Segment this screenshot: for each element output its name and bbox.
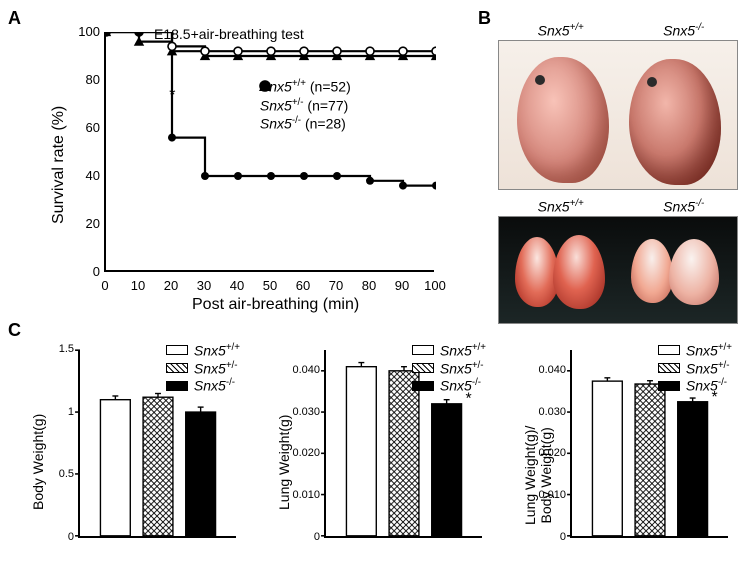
panel-b-lung-photo <box>498 216 738 324</box>
barchart-ytick: 0.5 <box>32 468 74 480</box>
barchart-ytick: 0 <box>32 531 74 543</box>
panel-a-ytick: 40 <box>74 168 100 183</box>
panel-b-bottom-label-ko: Snx5-/- <box>663 198 704 215</box>
panel-a-xtick: 80 <box>358 278 380 293</box>
panel-a-ytick: 60 <box>74 120 100 135</box>
panel-a-ytick: 0 <box>74 264 100 279</box>
legend-swatch <box>166 381 188 391</box>
panel-a-legend: Snx5+/+ (n=52) Snx5+/- (n=77) Snx5-/- (n… <box>256 78 351 132</box>
barchart-legend: Snx5+/+Snx5+/-Snx5-/- <box>412 342 486 394</box>
panel-a-xtick: 90 <box>391 278 413 293</box>
panel-a-plot-area <box>104 32 434 272</box>
embryo-ko <box>629 59 721 185</box>
panel-a-svg <box>106 32 436 272</box>
panel-label-a: A <box>8 8 21 29</box>
panel-b-bottom-labels: Snx5+/+ Snx5-/- <box>498 198 744 215</box>
panel-a-xtick: 70 <box>325 278 347 293</box>
barchart-legend-item: Snx5+/+ <box>166 342 240 359</box>
panel-a-survival-chart: E18.5+air-breathing test Survival rate (… <box>34 14 464 314</box>
legend-swatch <box>658 381 680 391</box>
panel-a-xtick: 50 <box>259 278 281 293</box>
embryo-wt <box>517 57 609 183</box>
panel-a-xlabel: Post air-breathing (min) <box>192 296 359 314</box>
barchart-legend: Snx5+/+Snx5+/-Snx5-/- <box>658 342 732 394</box>
panel-a-ytick: 80 <box>74 72 100 87</box>
panel-b-embryo-photo <box>498 40 738 190</box>
barchart-ylabel: Lung Weight(g)/ Body Weight(g) <box>522 426 554 525</box>
panel-a-xtick: 0 <box>94 278 116 293</box>
barchart-legend-item: Snx5+/+ <box>658 342 732 359</box>
panel-a-xtick: 10 <box>127 278 149 293</box>
panel-b-top-labels: Snx5+/+ Snx5-/- <box>498 22 744 39</box>
barchart-ytick: 0.020 <box>524 447 566 459</box>
panel-a-significance-star: * <box>169 87 175 105</box>
legend-swatch <box>658 345 680 355</box>
barchart-ytick: 0 <box>524 531 566 543</box>
barchart-legend-item: Snx5+/- <box>412 360 486 377</box>
legend-swatch <box>412 345 434 355</box>
barchart-legend-item: Snx5-/- <box>412 377 486 394</box>
panel-a-ytick: 100 <box>74 24 100 39</box>
barchart-0: Body Weight(g) 0 0.5 1 1.5 Snx5+/+Snx5+/-Snx5… <box>18 340 246 560</box>
barchart-ytick: 0.030 <box>278 406 320 418</box>
barchart-ytick: 0.040 <box>278 364 320 376</box>
barchart-ytick: 1 <box>32 406 74 418</box>
panel-label-b: B <box>478 8 491 29</box>
barchart-ytick: 0.010 <box>278 489 320 501</box>
barchart-ytick: 0 <box>278 531 320 543</box>
panel-a-xtick: 20 <box>160 278 182 293</box>
legend-swatch <box>166 363 188 373</box>
legend-swatch <box>166 345 188 355</box>
legend-swatch <box>658 363 680 373</box>
barchart-ytick: 0.030 <box>524 406 566 418</box>
panel-a-ylabel: Survival rate (%) <box>50 106 68 224</box>
panel-b-top-label-wt: Snx5+/+ <box>538 22 584 39</box>
barchart-ytick: 1.5 <box>32 343 74 355</box>
barchart-ytick: 0.020 <box>278 447 320 459</box>
lung-wt <box>513 231 613 315</box>
legend-swatch <box>412 363 434 373</box>
panel-a-legend-item: Snx5-/- (n=28) <box>256 115 351 132</box>
panel-a-xtick: 40 <box>226 278 248 293</box>
panel-b-top-label-ko: Snx5-/- <box>663 22 704 39</box>
panel-a-ytick: 20 <box>74 216 100 231</box>
barchart-legend-item: Snx5+/+ <box>412 342 486 359</box>
barchart-legend-item: Snx5+/- <box>166 360 240 377</box>
panel-label-c: C <box>8 320 21 341</box>
barchart-legend-item: Snx5+/- <box>658 360 732 377</box>
barchart-legend-item: Snx5-/- <box>166 377 240 394</box>
panel-a-xtick: 100 <box>424 278 446 293</box>
lung-ko <box>627 231 727 315</box>
panel-b-photos: Snx5+/+ Snx5-/- Snx5+/+ Snx5-/- <box>498 20 744 324</box>
barchart-2: *Lung Weight(g)/ Body Weight(g)00.0100.0… <box>510 340 738 560</box>
panel-a-xtick: 60 <box>292 278 314 293</box>
barchart-ytick: 0.040 <box>524 364 566 376</box>
barchart-ytick: 0.010 <box>524 489 566 501</box>
barchart-legend-item: Snx5-/- <box>658 377 732 394</box>
barchart-legend: Snx5+/+Snx5+/-Snx5-/- <box>166 342 240 394</box>
barchart-ylabel: Body Weight(g) <box>30 414 46 510</box>
panel-a-legend-item: Snx5+/- (n=77) <box>256 97 351 114</box>
panel-b-bottom-label-wt: Snx5+/+ <box>538 198 584 215</box>
panel-c-barcharts: Body Weight(g)00.511.5Snx5+/+Snx5+/-Snx5… <box>18 340 738 570</box>
barchart-1: *Lung Weight(g)00.0100.0200.0300.040Snx5… <box>264 340 492 560</box>
legend-swatch <box>412 381 434 391</box>
panel-a-xtick: 30 <box>193 278 215 293</box>
